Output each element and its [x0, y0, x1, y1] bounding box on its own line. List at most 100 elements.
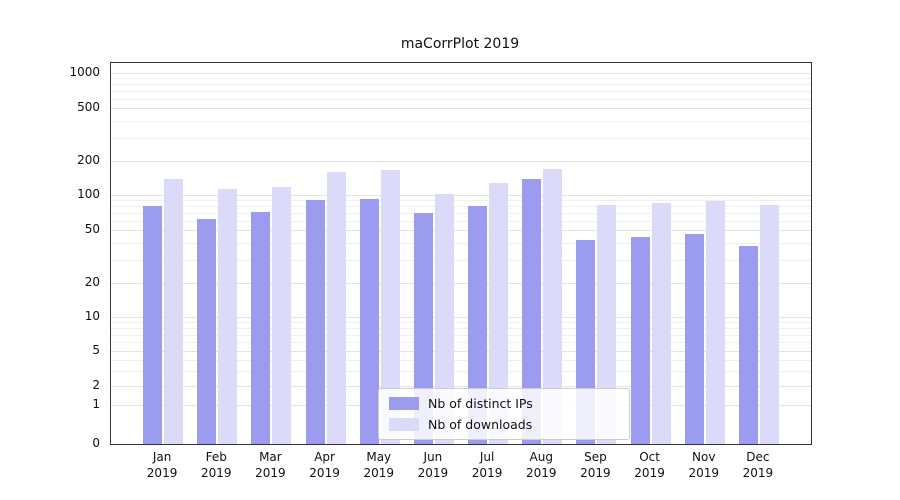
x-tick-year: 2019 — [363, 466, 395, 480]
x-tick-month: Jul — [479, 450, 495, 464]
bar-distinct-ips-jan — [143, 206, 163, 444]
bars-row — [111, 63, 811, 444]
x-tick-month: May — [366, 450, 392, 464]
x-tick-month: Aug — [529, 450, 553, 464]
x-tick-month: Mar — [259, 450, 282, 464]
x-tick-label-feb: Feb 2019 — [186, 449, 246, 481]
x-tick-label-jan: Jan 2019 — [132, 449, 192, 481]
x-tick-label-oct: Oct 2019 — [620, 449, 680, 481]
x-tick-year: 2019 — [688, 466, 720, 480]
x-tick-year: 2019 — [255, 466, 286, 480]
gridline — [111, 229, 811, 231]
bar-distinct-ips-aug — [522, 178, 542, 444]
x-tick-month: Jan — [152, 450, 172, 464]
gridline — [111, 334, 811, 336]
bar-downloads-jan — [164, 179, 184, 444]
gridline — [111, 90, 811, 92]
bar-group-feb — [190, 63, 244, 444]
gridline — [111, 98, 811, 100]
x-tick-year: 2019 — [471, 466, 503, 480]
bar-group-jun — [407, 63, 461, 444]
x-tick-month: Nov — [692, 450, 716, 464]
bar-group-oct — [624, 63, 678, 444]
bar-downloads-dec — [759, 205, 779, 444]
gridline — [111, 242, 811, 244]
gridline — [111, 317, 811, 318]
gridline — [111, 386, 811, 387]
y-tick-label: 10 — [84, 309, 100, 323]
x-tick-label-nov: Nov 2019 — [674, 449, 734, 481]
x-tick-month: Jun — [423, 450, 443, 464]
legend: Nb of distinct IPs Nb of downloads — [378, 388, 630, 440]
gridline — [111, 350, 811, 352]
bar-downloads-jun — [434, 193, 454, 444]
bar-downloads-jul — [489, 182, 509, 444]
x-tick-label-aug: Aug 2019 — [511, 449, 571, 481]
y-tick-label: 50 — [84, 221, 100, 236]
gridline — [111, 72, 811, 74]
legend-label-downloads: Nb of downloads — [428, 417, 533, 432]
x-tick-year: 2019 — [580, 466, 611, 480]
bar-group-apr — [299, 63, 353, 444]
x-tick-month: Dec — [746, 450, 770, 464]
gridline — [111, 137, 811, 139]
bar-distinct-ips-may — [359, 198, 379, 444]
bar-group-may — [353, 63, 407, 444]
x-tick-year: 2019 — [634, 466, 665, 480]
chart-title: maCorrPlot 2019 — [400, 36, 520, 52]
x-tick-year: 2019 — [309, 466, 340, 480]
bar-downloads-nov — [705, 201, 725, 444]
gridline — [111, 359, 811, 361]
gridline — [111, 78, 811, 80]
gridline — [111, 107, 811, 109]
y-tick-label: 1 — [92, 396, 100, 411]
gridline — [111, 206, 811, 208]
legend-swatch-distinct-ips — [389, 397, 419, 410]
x-tick-month: Apr — [314, 450, 335, 464]
gridline — [111, 213, 811, 214]
gridline — [111, 220, 811, 222]
gridline — [111, 120, 811, 122]
y-tick-label: 20 — [84, 274, 100, 289]
bar-downloads-may — [380, 170, 400, 444]
x-tick-month: Feb — [205, 450, 227, 464]
bar-distinct-ips-nov — [684, 233, 704, 444]
y-tick-label: 200 — [77, 152, 100, 167]
bar-distinct-ips-mar — [251, 211, 271, 444]
bar-group-nov — [678, 63, 732, 444]
bar-downloads-sep — [597, 205, 617, 444]
bar-group-dec — [732, 63, 786, 444]
gridline — [111, 322, 811, 324]
bar-group-mar — [244, 63, 298, 444]
legend-label-distinct-ips: Nb of distinct IPs — [428, 396, 533, 411]
y-tick-label: 2 — [92, 378, 100, 392]
bar-group-jan — [136, 63, 190, 444]
bar-distinct-ips-jul — [468, 206, 488, 444]
x-tick-year: 2019 — [742, 466, 774, 480]
bar-downloads-feb — [218, 189, 238, 444]
bar-downloads-apr — [326, 171, 346, 444]
x-tick-year: 2019 — [146, 466, 178, 480]
bar-downloads-oct — [651, 203, 671, 444]
gridline — [111, 200, 811, 202]
y-tick-label: 1000 — [69, 64, 100, 79]
bar-downloads-aug — [543, 168, 563, 444]
x-tick-label-apr: Apr 2019 — [295, 449, 355, 481]
bar-distinct-ips-apr — [305, 200, 325, 444]
x-tick-year: 2019 — [417, 466, 449, 480]
bar-downloads-mar — [272, 186, 292, 444]
x-tick-label-mar: Mar 2019 — [240, 449, 300, 481]
legend-swatch-downloads — [389, 418, 419, 431]
y-tick-label: 100 — [77, 187, 100, 202]
bar-group-sep — [569, 63, 623, 444]
bar-distinct-ips-feb — [197, 219, 217, 444]
bar-distinct-ips-jun — [413, 213, 433, 444]
bar-distinct-ips-dec — [738, 245, 758, 444]
gridline — [111, 342, 811, 344]
x-tick-label-may: May 2019 — [349, 449, 409, 481]
bar-group-aug — [515, 63, 569, 444]
x-tick-label-jun: Jun 2019 — [403, 449, 463, 481]
x-tick-label-jul: Jul 2019 — [457, 449, 517, 481]
x-tick-year: 2019 — [200, 466, 232, 480]
